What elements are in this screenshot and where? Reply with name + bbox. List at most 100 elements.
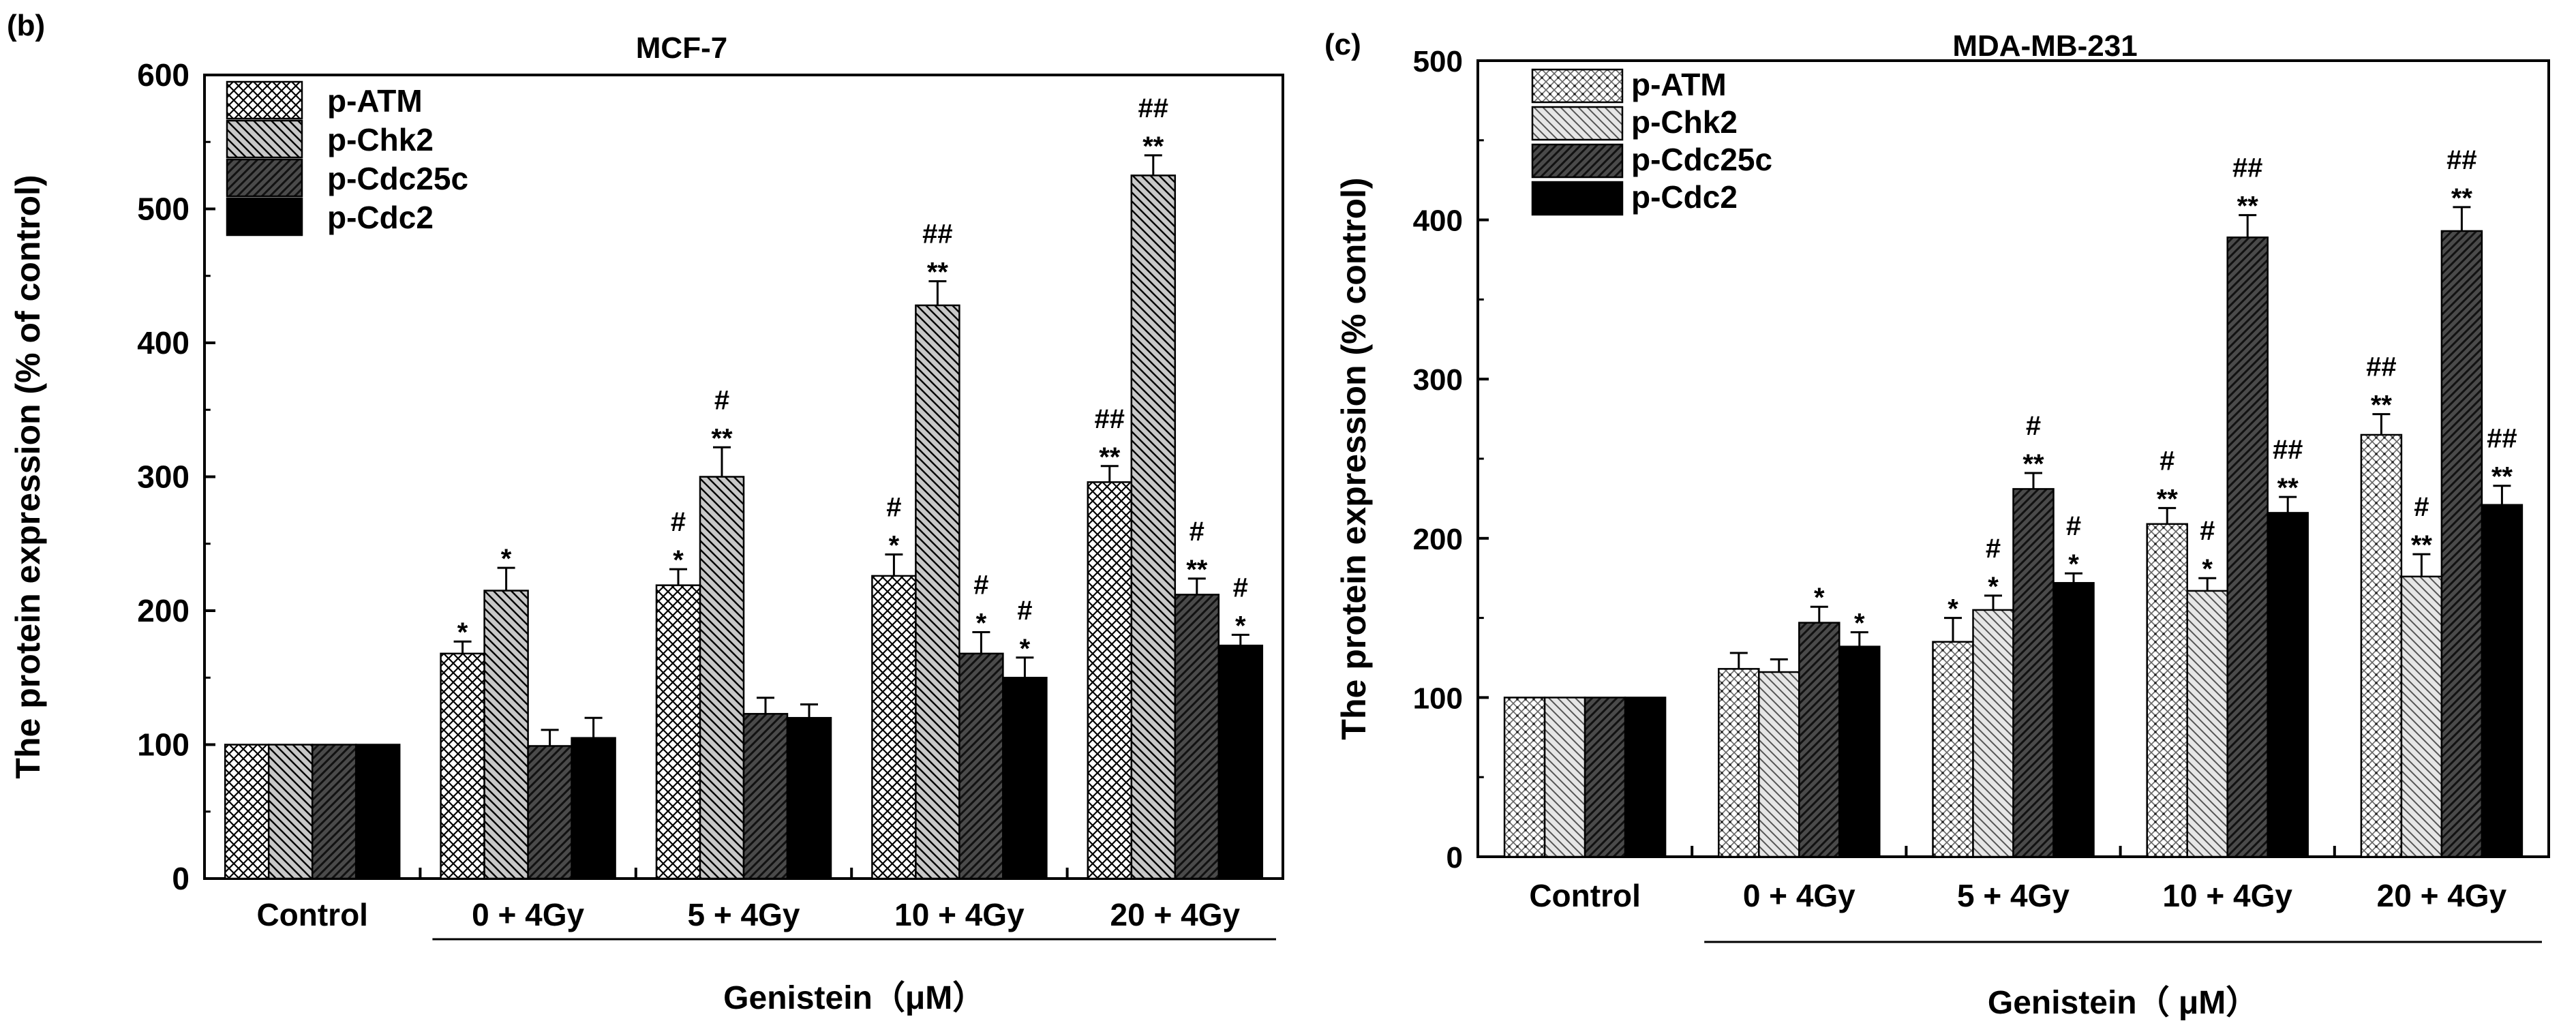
significance-mark: ## bbox=[922, 219, 953, 249]
y-tick-label: 100 bbox=[1413, 682, 1463, 715]
significance-mark: ** bbox=[2277, 473, 2299, 503]
x-tick-label: Control bbox=[256, 897, 368, 932]
bar bbox=[1718, 668, 1760, 858]
bar bbox=[1503, 697, 1546, 858]
bar bbox=[1217, 644, 1264, 880]
legend-swatch bbox=[226, 119, 303, 159]
significance-mark: * bbox=[2202, 554, 2213, 584]
significance-mark: ## bbox=[2273, 435, 2303, 465]
x-tick-label: 5 + 4Gy bbox=[688, 897, 800, 932]
bar bbox=[1174, 594, 1220, 880]
legend-label: p-Chk2 bbox=[1631, 104, 1738, 140]
legend-label: p-Cdc25c bbox=[1631, 142, 1772, 177]
bar bbox=[1584, 697, 1626, 858]
significance-mark: # bbox=[714, 385, 729, 415]
significance-mark: * bbox=[976, 608, 987, 638]
significance-mark: # bbox=[2026, 411, 2041, 441]
y-tick-label: 0 bbox=[1446, 841, 1463, 874]
significance-mark: # bbox=[1189, 517, 1204, 547]
legend-swatch bbox=[226, 158, 303, 198]
bar bbox=[2012, 488, 2055, 858]
y-tick-label: 300 bbox=[1413, 363, 1463, 397]
significance-mark: * bbox=[501, 544, 512, 574]
bar bbox=[440, 652, 485, 880]
bar bbox=[786, 716, 832, 880]
significance-mark: * bbox=[1235, 611, 1246, 641]
bar bbox=[1543, 697, 1586, 858]
bar bbox=[1130, 174, 1177, 880]
chart-panel-0: (b) MCF-7 0 100 200 300 400 500 600 The protein e… bbox=[7, 9, 1284, 1016]
y-axis-label: The protein expression (% control) bbox=[1335, 177, 1373, 740]
bar bbox=[311, 744, 357, 880]
x-tick-label: 10 + 4Gy bbox=[894, 897, 1025, 932]
significance-mark: # bbox=[2066, 511, 2081, 541]
x-tick-label: 5 + 4Gy bbox=[1957, 878, 2070, 913]
bar bbox=[2267, 512, 2309, 858]
legend-label: p-ATM bbox=[327, 83, 423, 119]
bar bbox=[1758, 671, 1800, 858]
significance-mark: # bbox=[2200, 516, 2215, 546]
significance-mark: ** bbox=[2371, 391, 2393, 421]
significance-mark: ** bbox=[2451, 183, 2473, 213]
bar bbox=[2360, 433, 2403, 858]
x-axis-label: Genistein（μM） bbox=[723, 980, 985, 1016]
legend-label: p-ATM bbox=[1631, 67, 1727, 102]
significance-mark: ## bbox=[1138, 93, 1169, 123]
bar bbox=[742, 713, 789, 880]
bar bbox=[2052, 581, 2095, 858]
legend-swatch bbox=[1531, 106, 1624, 141]
y-tick-label: 500 bbox=[137, 192, 190, 227]
y-tick-label: 500 bbox=[1413, 45, 1463, 78]
legend-label: p-Chk2 bbox=[327, 122, 434, 157]
significance-mark: ** bbox=[2022, 449, 2044, 479]
significance-mark: * bbox=[673, 545, 684, 575]
panel-label: (b) bbox=[7, 9, 45, 42]
x-tick-label: 20 + 4Gy bbox=[2377, 878, 2507, 913]
bar bbox=[1838, 645, 1881, 858]
bar bbox=[915, 304, 960, 880]
bar bbox=[1087, 481, 1133, 880]
significance-mark: # bbox=[1986, 534, 2001, 564]
bar bbox=[2440, 230, 2483, 858]
y-tick-label: 0 bbox=[172, 861, 190, 896]
significance-mark: ** bbox=[1142, 132, 1164, 162]
x-tick-label: 10 + 4Gy bbox=[2162, 878, 2292, 913]
significance-mark: ** bbox=[2411, 530, 2433, 560]
significance-mark: ## bbox=[2446, 145, 2477, 175]
significance-mark: # bbox=[1233, 573, 1248, 603]
significance-mark: ** bbox=[1186, 555, 1208, 585]
significance-mark: * bbox=[2068, 549, 2079, 579]
y-tick-label: 100 bbox=[137, 727, 190, 763]
significance-mark: # bbox=[886, 492, 901, 522]
significance-mark: ** bbox=[2237, 192, 2259, 222]
significance-mark: ## bbox=[2366, 352, 2397, 382]
bar bbox=[1972, 609, 2014, 858]
significance-mark: # bbox=[671, 507, 686, 537]
y-tick-label: 200 bbox=[137, 593, 190, 628]
chart-title: MCF-7 bbox=[636, 31, 727, 65]
significance-mark: ## bbox=[2487, 424, 2517, 454]
legend-swatch bbox=[1531, 143, 1624, 179]
significance-mark: * bbox=[889, 530, 900, 560]
legend-swatch bbox=[226, 80, 303, 120]
legend-swatch bbox=[1531, 68, 1624, 104]
significance-mark: # bbox=[2160, 446, 2175, 476]
y-tick-label: 400 bbox=[1413, 204, 1463, 238]
significance-mark: * bbox=[1948, 594, 1958, 624]
significance-mark: ## bbox=[1095, 404, 1125, 434]
bar bbox=[483, 590, 529, 880]
bar bbox=[2186, 590, 2228, 858]
bar bbox=[267, 744, 314, 880]
significance-mark: ## bbox=[2232, 153, 2263, 183]
significance-mark: * bbox=[1814, 583, 1825, 613]
bar bbox=[224, 744, 270, 880]
y-tick-label: 400 bbox=[137, 325, 190, 361]
bar bbox=[1624, 697, 1667, 858]
y-tick-label: 600 bbox=[137, 57, 190, 93]
x-tick-label: Control bbox=[1529, 878, 1641, 913]
legend-swatch bbox=[1531, 181, 1624, 216]
x-tick-label: 20 + 4Gy bbox=[1110, 897, 1241, 932]
chart-title: MDA-MB-231 bbox=[1952, 29, 2137, 63]
